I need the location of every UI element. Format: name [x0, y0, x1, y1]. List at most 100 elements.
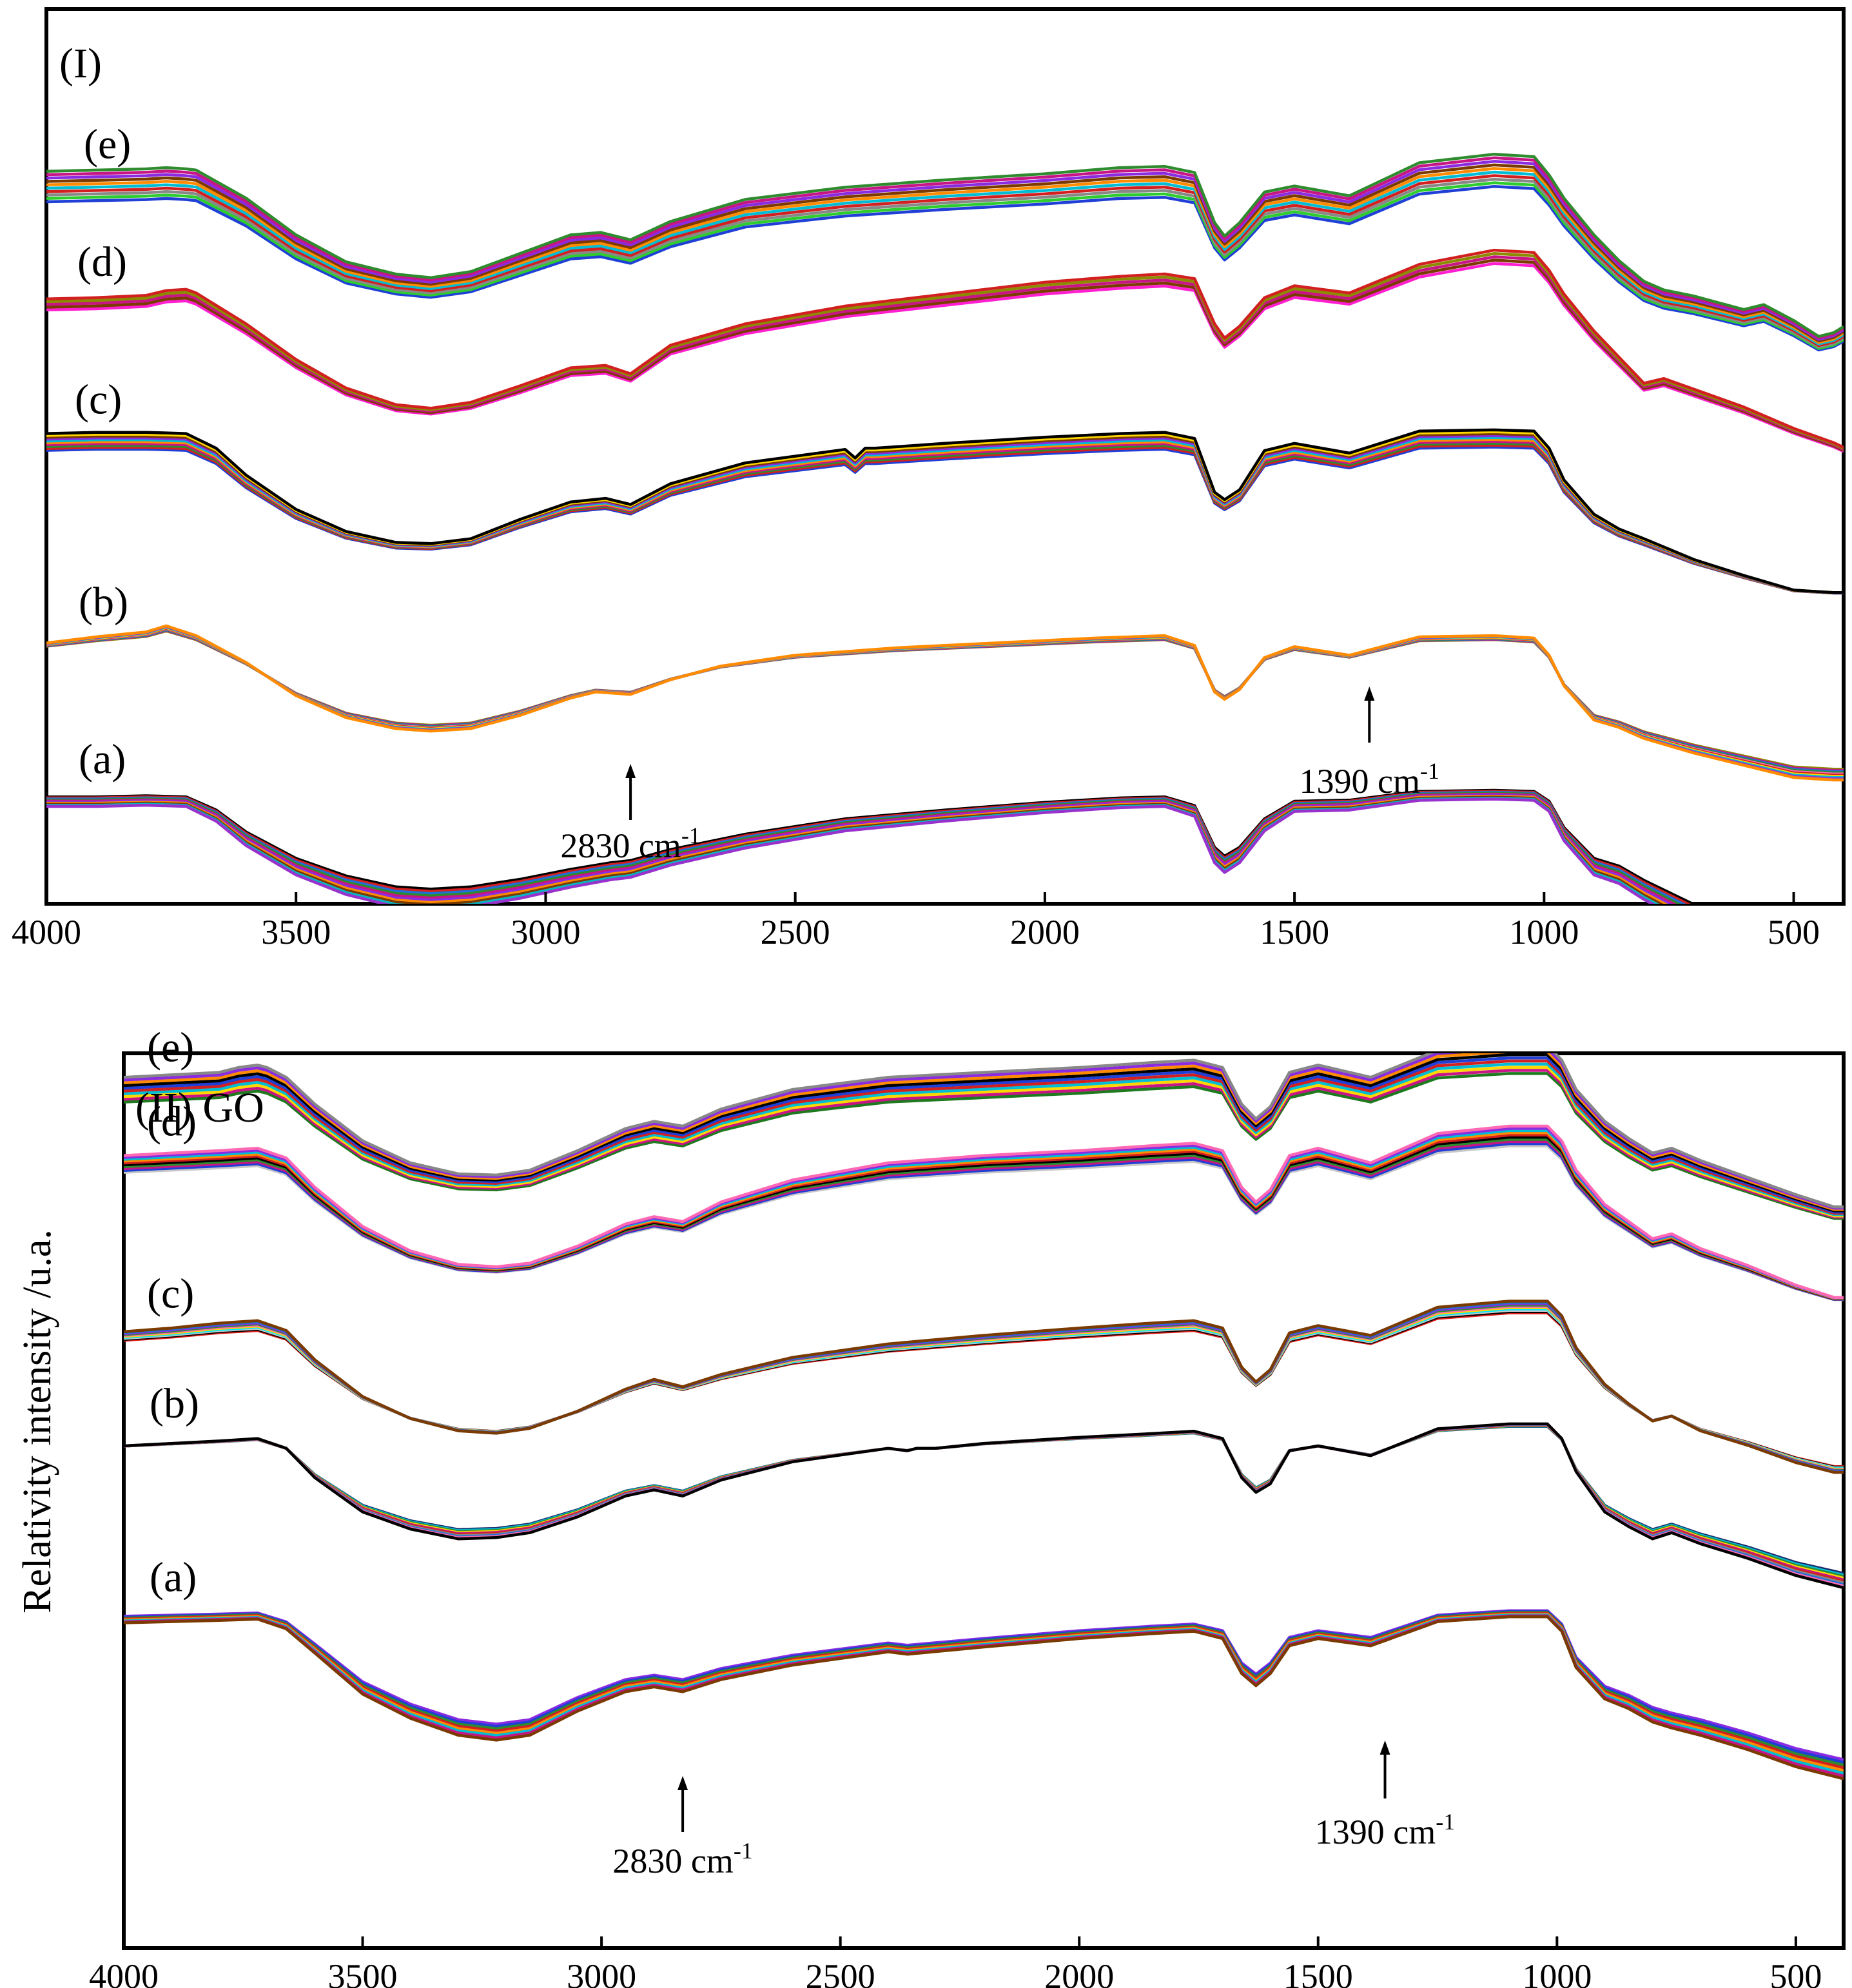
curve-label-d: (d) — [77, 239, 127, 286]
x-tick-label: 3000 — [567, 1957, 636, 1988]
annotation-superscript: -1 — [1420, 758, 1439, 784]
series-e-line — [46, 152, 1844, 338]
panel-1: 4000 3500 3000 2500 2000 1500 1000 500 2830 cm-… — [12, 7, 1846, 951]
series-b-line — [124, 1425, 1844, 1575]
x-tick-label: 1000 — [1509, 913, 1579, 951]
series-d-line — [124, 1124, 1844, 1299]
annotation-superscript: -1 — [734, 1838, 753, 1864]
series-e-line — [124, 1059, 1844, 1215]
panel-2-curves — [124, 1053, 1844, 1780]
x-tick-label: 2500 — [761, 913, 830, 951]
x-tick-label: 2000 — [1044, 1957, 1114, 1988]
series-b-line — [46, 627, 1844, 775]
annotation-arrowhead — [1364, 687, 1375, 701]
series-d-line — [46, 258, 1844, 452]
series-e-line — [124, 1066, 1844, 1218]
panel-2: 4000 3500 3000 2500 2000 1500 1000 500 2830 cm-… — [89, 1051, 1846, 1988]
x-tick-label: 3500 — [261, 913, 331, 951]
series-b-line — [46, 629, 1844, 772]
curve-label-c: (c) — [147, 1271, 194, 1318]
annotation-label: 2830 cm-1 — [560, 823, 700, 865]
panel-1-frame — [44, 7, 1846, 906]
panel-2-frame — [122, 1051, 1846, 1950]
series-e-line — [46, 184, 1844, 352]
y-axis-label: Relativity intensity /u.a. — [15, 1229, 59, 1613]
panel-1-curves — [46, 152, 1844, 904]
curve-label-a: (a) — [79, 736, 126, 783]
x-tick-label: 3000 — [511, 913, 580, 951]
series-e-line — [124, 1053, 1844, 1210]
series-e-line — [124, 1056, 1844, 1214]
series-e-line — [46, 163, 1844, 343]
curve-label-b: (b) — [150, 1380, 199, 1427]
series-b-line — [124, 1424, 1844, 1578]
annotation-text: 2830 cm — [612, 1842, 733, 1880]
series-b-line — [124, 1423, 1844, 1586]
series-b-line — [124, 1423, 1844, 1583]
series-c-line — [46, 436, 1844, 594]
x-tick-label: 500 — [1768, 913, 1820, 951]
annotation-arrowhead — [677, 1776, 688, 1790]
annotation-arrowhead — [1379, 1740, 1390, 1755]
x-tick-label: 4000 — [12, 913, 81, 951]
series-b-line — [46, 628, 1844, 774]
series-a-line — [124, 1615, 1844, 1780]
annotation-text: 1390 cm — [1315, 1813, 1436, 1851]
annotation-label: 1390 cm-1 — [1300, 758, 1439, 801]
annotation-text: 1390 cm — [1300, 762, 1420, 801]
series-e-line — [46, 167, 1844, 344]
series-e-line — [124, 1053, 1844, 1213]
series-b-line — [124, 1423, 1844, 1584]
series-a-line — [46, 797, 1655, 904]
series-e-line — [124, 1053, 1844, 1211]
series-e-line — [124, 1053, 1844, 1209]
series-b-line — [46, 627, 1844, 777]
annotation-arrowhead — [625, 764, 636, 778]
series-c-line — [124, 1302, 1844, 1473]
series-e-line — [124, 1072, 1844, 1220]
x-tick-label: 3500 — [328, 1957, 398, 1988]
curve-label-d: (d) — [147, 1098, 197, 1145]
series-c-line — [124, 1301, 1844, 1474]
curve-label-e: (e) — [147, 1024, 194, 1071]
curve-label-b: (b) — [79, 579, 128, 626]
x-tick-label: 1500 — [1283, 1957, 1353, 1988]
series-e-line — [46, 160, 1844, 341]
x-tick-label: 2500 — [806, 1957, 875, 1988]
annotation-label: 1390 cm-1 — [1315, 1809, 1455, 1851]
series-e-line — [124, 1062, 1844, 1216]
x-tick-label: 1500 — [1260, 913, 1329, 951]
series-d-line — [46, 248, 1844, 449]
curve-label-e: (e) — [84, 121, 131, 168]
series-b-line — [124, 1423, 1844, 1588]
series-b-line — [46, 627, 1844, 775]
series-b-line — [46, 629, 1844, 771]
series-c-line — [46, 438, 1844, 594]
series-b-line — [124, 1423, 1844, 1581]
annotation-label: 2830 cm-1 — [612, 1838, 752, 1880]
series-a-line — [124, 1611, 1844, 1767]
series-b-line — [46, 624, 1844, 782]
annotation-superscript: -1 — [1436, 1809, 1455, 1835]
series-e-line — [124, 1069, 1844, 1219]
x-tick-label: 2000 — [1010, 913, 1080, 951]
x-tick-label: 500 — [1769, 1957, 1822, 1988]
series-e-line — [46, 177, 1844, 349]
series-d-line — [46, 262, 1844, 453]
series-a-line — [124, 1609, 1844, 1761]
series-e-line — [46, 174, 1844, 347]
panel-2-label: (II) GO — [135, 1084, 264, 1131]
panel-1-label: (I) — [59, 40, 102, 87]
series-b-line — [124, 1425, 1844, 1577]
x-tick-label: 4000 — [89, 1957, 159, 1988]
series-a-line — [124, 1610, 1844, 1764]
annotation-superscript: -1 — [681, 823, 701, 848]
panel-2-annotations: 2830 cm-1 1390 cm-1 — [612, 1740, 1455, 1880]
curve-label-a: (a) — [150, 1554, 197, 1601]
series-d-line — [46, 255, 1844, 451]
series-d-line — [46, 252, 1844, 450]
series-e-line — [46, 181, 1844, 350]
x-tick-label: 1000 — [1522, 1957, 1592, 1988]
